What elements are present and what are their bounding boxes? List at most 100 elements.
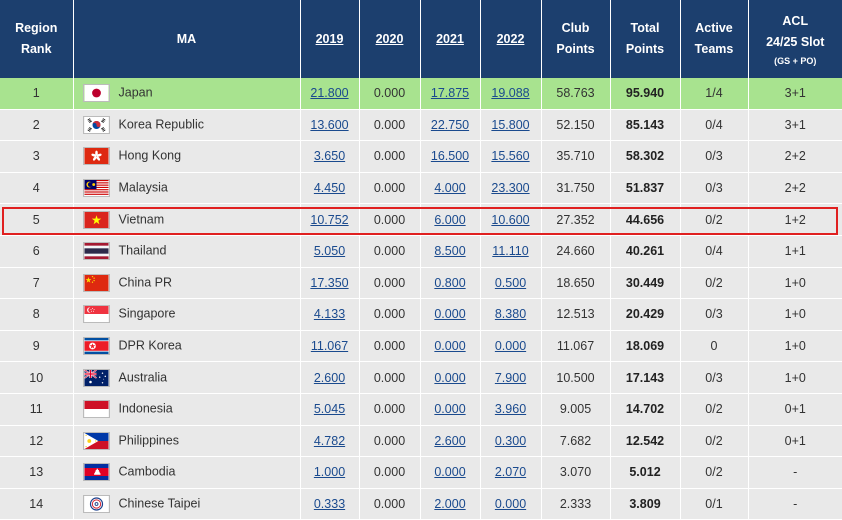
cell-active-teams: 0/2 [680, 425, 749, 458]
japan-flag-icon [82, 84, 110, 103]
cell-2020: 0.000 [359, 425, 421, 458]
cell-2022: 15.800 [480, 109, 542, 142]
ma-name: Indonesia [118, 401, 173, 416]
cell-2019-link[interactable]: 4.782 [313, 433, 346, 448]
cell-2021-link[interactable]: 6.000 [434, 212, 466, 227]
cell-2022-link[interactable]: 7.900 [494, 370, 527, 385]
cell-2022-link[interactable]: 0.500 [494, 275, 527, 290]
cell-2019-link[interactable]: 5.045 [313, 402, 346, 417]
cell-2019-link[interactable]: 13.600 [310, 117, 349, 132]
cell-active-teams: 0/4 [680, 109, 749, 142]
cell-2022-link[interactable]: 15.800 [491, 117, 530, 132]
philippines-flag-icon [82, 431, 110, 450]
vietnam-flag-icon [82, 210, 110, 229]
cell-2020: 0.000 [359, 298, 421, 331]
cell-2021-link[interactable]: 4.000 [434, 181, 466, 196]
cell-2021: 0.800 [420, 267, 481, 300]
cell-2019-link[interactable]: 3.650 [313, 149, 346, 164]
cell-2019-link[interactable]: 10.752 [310, 212, 349, 227]
cell-2022-link[interactable]: 3.960 [494, 402, 527, 417]
cell-ma: Malaysia [73, 172, 301, 205]
cell-total-points: 40.261 [610, 235, 681, 268]
cell-club-points: 52.150 [541, 109, 611, 142]
header-2020-link[interactable]: 2020 [359, 0, 421, 78]
cell-total-points: 44.656 [610, 203, 681, 236]
table-row: 5 Vietnam 10.752 0.000 6.000 10.600 27.352 44.6… [0, 203, 842, 236]
ma-name: China PR [118, 275, 173, 290]
cell-rank: 5 [0, 203, 74, 236]
cell-2022-link[interactable]: 0.000 [494, 339, 527, 354]
cell-2022: 2.070 [480, 456, 542, 489]
cell-ma: Australia [73, 361, 301, 394]
cell-2022-link[interactable]: 23.300 [491, 181, 530, 196]
cell-total-points: 51.837 [610, 172, 681, 205]
cell-2019-link[interactable]: 1.000 [313, 465, 346, 480]
dpr-korea-flag-icon [82, 337, 110, 356]
cell-2019-link[interactable]: 5.050 [313, 244, 346, 259]
table-row: 1 Japan 21.800 0.000 17.875 19.088 58.763 95.94… [0, 78, 842, 110]
cell-2020: 0.000 [359, 361, 421, 394]
header-2021-link[interactable]: 2021 [420, 0, 481, 78]
cell-2022-link[interactable]: 15.560 [491, 149, 530, 164]
ma-name: Chinese Taipei [118, 496, 201, 511]
cell-2020: 0.000 [359, 140, 421, 173]
header-2022-link[interactable]: 2022 [480, 0, 542, 78]
cell-acl-slot: 1+0 [748, 361, 842, 394]
cell-2021: 0.000 [420, 361, 481, 394]
cell-2021-link[interactable]: 17.875 [430, 86, 470, 101]
cell-2022: 0.300 [480, 425, 542, 458]
cell-2021-link[interactable]: 0.000 [434, 307, 466, 322]
cell-2020: 0.000 [359, 203, 421, 236]
cell-2022-link[interactable]: 11.110 [492, 244, 529, 259]
cell-active-teams: 0 [680, 330, 749, 363]
cell-2021-link[interactable]: 0.000 [434, 402, 466, 417]
cell-total-points: 12.542 [610, 425, 681, 458]
cell-active-teams: 0/2 [680, 203, 749, 236]
chinese-taipei-flag-icon [82, 495, 110, 514]
cell-2022-link[interactable]: 2.070 [494, 465, 527, 480]
cell-acl-slot: - [748, 488, 842, 520]
cell-total-points: 85.143 [610, 109, 681, 142]
cell-2019-link[interactable]: 17.350 [310, 275, 349, 290]
cell-2021-link[interactable]: 0.000 [434, 465, 466, 480]
cell-2021: 6.000 [420, 203, 481, 236]
cell-2019-link[interactable]: 4.450 [313, 181, 346, 196]
cell-2022-link[interactable]: 0.000 [494, 497, 527, 512]
cell-2021-link[interactable]: 8.500 [434, 244, 466, 259]
cell-2021: 2.600 [420, 425, 481, 458]
cell-2019-link[interactable]: 11.067 [310, 339, 349, 354]
table-row: 2 Korea Republic 13.600 0.000 22.750 15.800 52… [0, 109, 842, 142]
cell-ma: Chinese Taipei [73, 488, 301, 520]
cell-2019-link[interactable]: 21.800 [310, 86, 349, 101]
header-2019-link[interactable]: 2019 [300, 0, 360, 78]
cell-2021-link[interactable]: 2.000 [434, 497, 466, 512]
cell-2022-link[interactable]: 19.088 [491, 86, 530, 101]
cell-2019-link[interactable]: 0.333 [313, 497, 346, 512]
cell-2021-link[interactable]: 16.500 [430, 149, 470, 164]
cell-2021-link[interactable]: 0.000 [434, 370, 466, 385]
cell-2021: 22.750 [420, 109, 481, 142]
table-row: 12 Philippines 4.782 0.000 2.600 0.300 7.682 12… [0, 425, 842, 458]
cell-2021: 4.000 [420, 172, 481, 205]
cell-ma: DPR Korea [73, 330, 301, 363]
cell-rank: 11 [0, 393, 74, 426]
cell-2021: 0.000 [420, 456, 481, 489]
cell-2021-link[interactable]: 2.600 [434, 433, 466, 448]
header-acl-slot: ACL 24/25 Slot (GS + PO) [748, 0, 842, 78]
cell-total-points: 30.449 [610, 267, 681, 300]
cell-2019-link[interactable]: 2.600 [313, 370, 346, 385]
cell-2019-link[interactable]: 4.133 [313, 307, 346, 322]
cell-2021-link[interactable]: 0.800 [434, 275, 466, 290]
cell-active-teams: 0/3 [680, 298, 749, 331]
cell-2022-link[interactable]: 10.600 [491, 212, 530, 227]
cell-2022-link[interactable]: 8.380 [494, 307, 527, 322]
header-total-points: Total Points [610, 0, 681, 78]
cell-club-points: 11.067 [541, 330, 611, 363]
cell-rank: 1 [0, 78, 74, 110]
cell-2022-link[interactable]: 0.300 [494, 433, 527, 448]
cell-acl-slot: 1+0 [748, 267, 842, 300]
cell-2021-link[interactable]: 0.000 [434, 339, 466, 354]
table-row: 14 Chinese Taipei 0.333 0.000 2.000 0.000 2.33… [0, 488, 842, 520]
cell-2021-link[interactable]: 22.750 [430, 117, 470, 132]
cell-rank: 2 [0, 109, 74, 142]
